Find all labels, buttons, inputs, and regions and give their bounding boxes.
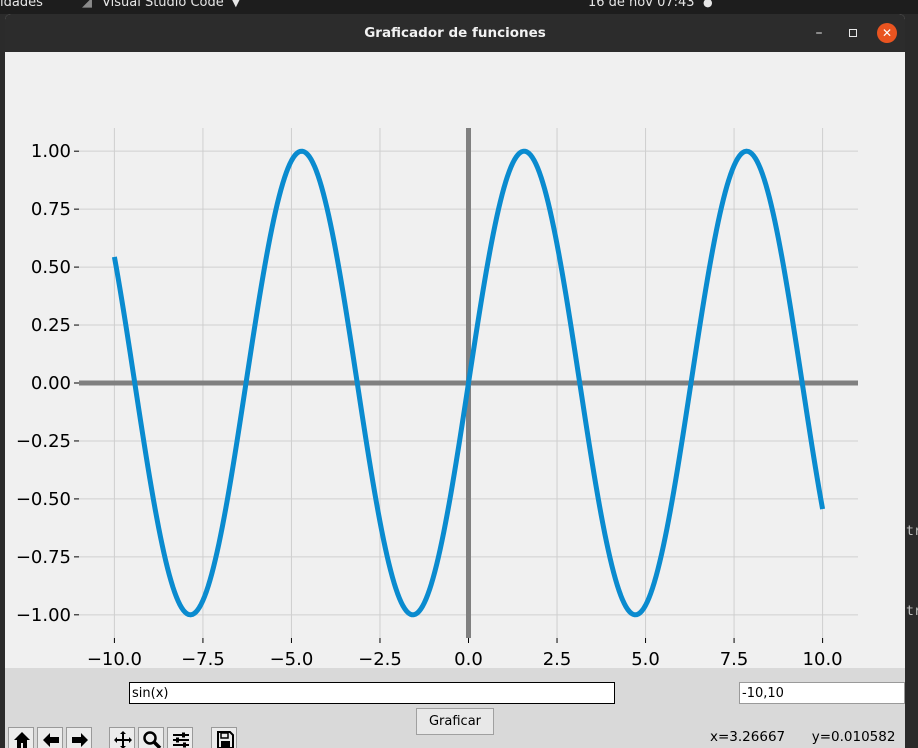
pan-icon: [114, 731, 132, 748]
function-input[interactable]: [129, 682, 615, 704]
x-coordinate-readout: x=3.26667: [710, 729, 786, 745]
configure-subplots-icon: [173, 732, 189, 748]
y-tick-label: 1.00: [31, 141, 71, 162]
save-icon: [217, 731, 234, 748]
x-tick-label: −10.0: [87, 649, 142, 668]
series-line-sin-x: [111, 148, 826, 618]
clock-label[interactable]: 16 de nov 07:43: [588, 0, 695, 10]
maximize-icon: [849, 29, 857, 37]
y-tick-label: −0.25: [16, 431, 71, 452]
vscode-icon: ◢: [82, 0, 92, 10]
navigation-toolbar: x=3.26667 y=0.010582: [5, 726, 905, 748]
zoom-icon: [143, 731, 162, 748]
window-titlebar[interactable]: Graficador de funciones – ✕: [5, 14, 905, 52]
cursor-coordinates: x=3.26667 y=0.010582: [710, 729, 895, 745]
range-input[interactable]: [739, 682, 905, 704]
curve-layer: [111, 148, 826, 618]
x-tick-label: 5.0: [631, 649, 660, 668]
close-icon: ✕: [881, 26, 893, 40]
app-menu-label[interactable]: Visual Studio Code: [102, 0, 224, 10]
back-button[interactable]: [37, 727, 63, 748]
forward-button[interactable]: [66, 727, 92, 748]
y-tick-label: 0.00: [31, 373, 71, 394]
save-button[interactable]: [211, 727, 237, 748]
y-coordinate-readout: y=0.010582: [811, 729, 896, 745]
configure-subplots-button[interactable]: [167, 727, 193, 748]
x-tick-label: −7.5: [181, 649, 225, 668]
minimize-button[interactable]: –: [815, 25, 823, 41]
x-tick-label: 7.5: [720, 649, 749, 668]
y-tick-label: 0.50: [31, 257, 71, 278]
y-tick-label: −0.75: [16, 547, 71, 568]
plot-canvas[interactable]: −10.0 −7.5 −5.0 −2.5 0.0 2.5 5.0 7.5 10.0 1.00 0.7…: [5, 52, 905, 668]
zoom-button[interactable]: [138, 727, 164, 748]
x-tick-label: 10.0: [803, 649, 843, 668]
x-tick-label: −5.0: [270, 649, 314, 668]
editor-text-fragment: tr: [906, 604, 918, 619]
pan-button[interactable]: [109, 727, 135, 748]
home-button[interactable]: [8, 727, 34, 748]
notification-dot-icon: ●: [703, 0, 713, 9]
close-button[interactable]: ✕: [877, 23, 897, 43]
chevron-down-icon[interactable]: ▼: [232, 0, 240, 9]
activities-label[interactable]: idades: [0, 0, 43, 10]
graficar-button[interactable]: Graficar: [416, 708, 494, 735]
x-tick-label: −2.5: [358, 649, 402, 668]
y-tick-label: 0.75: [31, 199, 71, 220]
system-top-bar: idades ◢ Visual Studio Code ▼ 16 de nov …: [0, 0, 918, 14]
x-tick-label: 0.0: [454, 649, 483, 668]
forward-arrow-icon: [72, 733, 88, 747]
graficador-window: Graficador de funciones – ✕ −10.0 −7.5 −5.…: [5, 14, 905, 748]
window-title: Graficador de funciones: [364, 25, 546, 41]
home-icon: [14, 732, 30, 748]
editor-text-fragment: tr: [906, 524, 918, 539]
y-tick-label: 0.25: [31, 315, 71, 336]
x-tick-label: 2.5: [543, 649, 572, 668]
maximize-button[interactable]: [843, 23, 863, 43]
back-arrow-icon: [43, 733, 59, 747]
y-tick-label: −1.00: [16, 605, 71, 626]
tick-labels: −10.0 −7.5 −5.0 −2.5 0.0 2.5 5.0 7.5 10.0 1.00 0.7…: [16, 141, 843, 668]
y-tick-label: −0.50: [16, 489, 71, 510]
background-editor-edge: tr tr: [904, 14, 918, 748]
